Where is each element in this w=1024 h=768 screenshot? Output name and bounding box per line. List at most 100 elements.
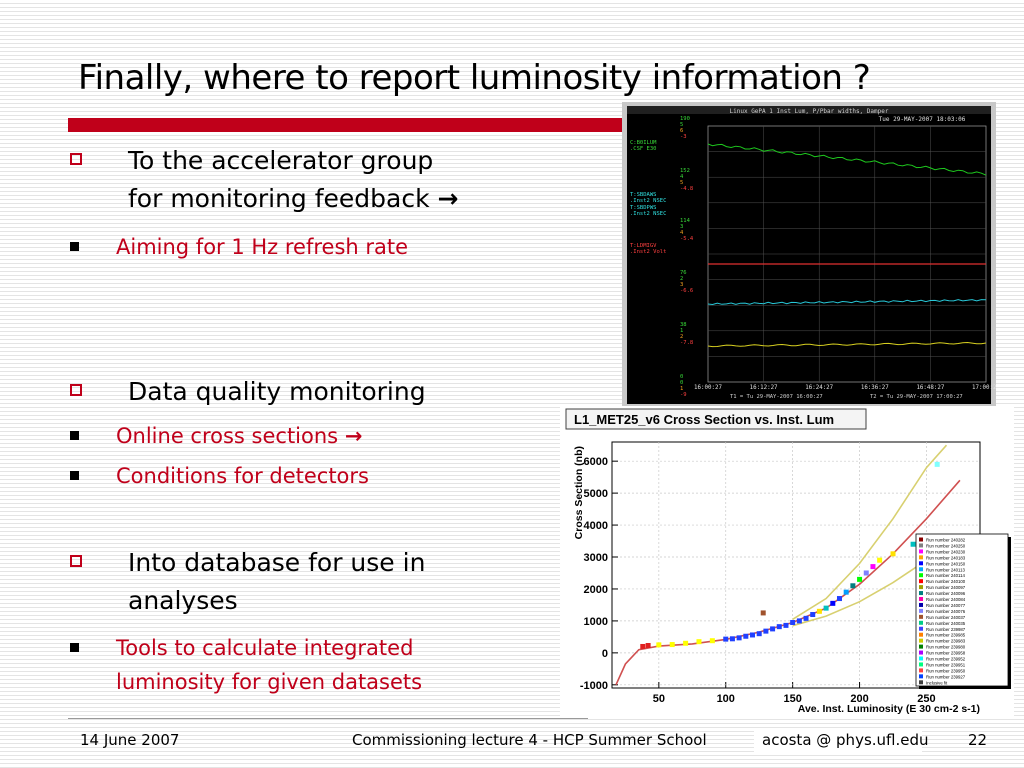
legend-marker [919, 626, 923, 631]
monitor-x-tick-label: 16:48:27 [916, 385, 944, 391]
chart-data-point [870, 564, 876, 570]
bullet-text-line2: for monitoring feedback [128, 184, 430, 213]
chart-data-point [723, 636, 729, 642]
legend-entry: Run number 240183 [926, 555, 966, 560]
chart-data-point [843, 589, 849, 595]
monitor-axis-label: -7.8 [680, 340, 693, 346]
monitor-axis-label: 6 [680, 128, 683, 134]
monitor-axis-label: 3 [680, 282, 683, 288]
monitor-footer-right: T2 = Tu 29-MAY-2007 17:00:27 [870, 394, 963, 400]
legend-marker [919, 579, 923, 584]
monitor-axis-label: -9 [680, 392, 687, 398]
footer-date: 14 June 2007 [80, 731, 180, 749]
legend-marker [919, 573, 923, 578]
legend-box [915, 533, 1009, 687]
legend-marker [919, 650, 923, 655]
monitor-axis-label: C:B0ILUM [630, 140, 657, 146]
legend-entry: Run number 240076 [926, 609, 966, 614]
legend-entry: Run number 239980 [926, 645, 966, 650]
monitor-axis-label: 1 [680, 328, 683, 334]
monitor-axis-label: T:LDMIGV [630, 243, 657, 249]
legend-entry: Run number 240150 [926, 561, 966, 566]
chart-title-box [565, 408, 867, 430]
monitor-x-tick-label: 16:12:27 [750, 385, 778, 391]
chart-data-point [750, 632, 756, 638]
subbullet-text: Aiming for 1 Hz refresh rate [116, 235, 409, 259]
legend-marker [919, 644, 923, 649]
monitor-axis-label: -4.8 [680, 186, 693, 192]
chart-data-point [736, 635, 742, 641]
monitor-x-tick-label: 16:00:27 [694, 385, 722, 391]
legend-marker [919, 567, 923, 572]
legend-marker [919, 561, 923, 566]
monitor-axis-label: 4 [680, 174, 684, 180]
chart-y-tick-label: 1000 [584, 616, 608, 628]
chart-y-axis-label: Cross Section (nb) [573, 446, 585, 539]
chart-title: L1_MET25_v6 Cross Section vs. Inst. Lum [574, 412, 834, 427]
chart-x-tick-label: 100 [717, 693, 735, 705]
legend-marker [919, 591, 923, 596]
legend-marker [919, 537, 923, 542]
cross-section-chart: L1_MET25_v6 Cross Section vs. Inst. Lum 5… [560, 406, 1014, 718]
monitor-axis-label: .Inst2 NSEC [630, 198, 666, 204]
legend-entry: Run number 239950 [926, 668, 966, 673]
chart-y-tick-label: 4000 [584, 520, 608, 532]
legend-marker [919, 555, 923, 560]
legend-entry: Run number 239983 [926, 639, 966, 644]
monitor-axis-label: 2 [680, 334, 683, 340]
legend-marker [919, 543, 923, 548]
chart-data-point [890, 551, 896, 557]
chart-x-axis-label: Ave. Inst. Luminosity (E 30 cm-2 s-1) [798, 703, 980, 715]
monitor-plot: Linux GePA 1 Inst Lum, P/Pbar widths, Da… [627, 106, 996, 400]
right-arrow-icon: → [437, 184, 459, 213]
monitor-axis-label: 5 [680, 122, 683, 128]
chart-y-tick-label: 2000 [584, 584, 608, 596]
chart-y-tick-label: 6000 [584, 456, 608, 468]
monitor-axis-label: T:SBDPWS [630, 205, 657, 211]
legend-entry: Run number 240037 [926, 615, 966, 620]
chart-data-point [857, 576, 863, 582]
footer-email-box [754, 731, 922, 753]
chart-data-point [910, 541, 916, 547]
legend-entry: Run number 240230 [926, 549, 966, 554]
chart-data-point [790, 620, 796, 626]
legend-entry: Run number 239952 [926, 657, 966, 662]
monitor-axis-label: .CSF E30 [630, 146, 657, 152]
chart-y-tick-label: 3000 [584, 552, 608, 564]
chart-data-point [836, 596, 842, 602]
subbullet-text-line2: luminosity for given datasets [116, 670, 423, 694]
legend-marker [919, 608, 923, 613]
chart-data-point [823, 605, 829, 611]
footer-center: Commissioning lecture 4 - HCP Summer Sch… [352, 731, 707, 749]
chart-data-point [934, 461, 940, 467]
chart-x-tick-label: 250 [917, 693, 935, 705]
monitor-axis-label: 76 [680, 270, 687, 276]
monitor-axis-label: 0 [680, 374, 683, 380]
legend-marker [919, 668, 923, 673]
monitor-axis-label: 4 [680, 230, 684, 236]
chart-data-point [863, 570, 869, 576]
monitor-axis-label: 5 [680, 180, 683, 186]
chart-y-tick-label: -1000 [580, 680, 608, 692]
monitor-axis-label: 3 [680, 224, 683, 230]
chart-x-tick-label: 200 [850, 693, 868, 705]
legend-entry: Run number 239958 [926, 651, 966, 656]
monitor-header-bar [627, 106, 991, 114]
legend-entry: Run number 240035 [926, 621, 966, 626]
chart-data-point [850, 583, 856, 589]
legend-entry: Run number 240114 [926, 573, 965, 578]
chart-data-point [760, 610, 766, 616]
legend-entry: Inclusive fit [926, 680, 948, 685]
chart-data-point [783, 622, 789, 628]
monitor-axis-label: 190 [680, 116, 690, 122]
monitor-axis-label: .Inst2 NSEC [630, 211, 666, 217]
accelerator-monitor-panel: Linux GePA 1 Inst Lum, P/Pbar widths, Da… [622, 102, 996, 408]
monitor-axis-label: 38 [680, 322, 687, 328]
square-bullet-icon [70, 643, 79, 652]
chart-data-point [763, 628, 769, 634]
chart-x-tick-label: 50 [653, 693, 665, 705]
legend-entry: Run number 240282 [926, 538, 966, 543]
legend-marker [919, 549, 923, 554]
monitor-timestamp: Tue 29-MAY-2007 18:03:06 [879, 116, 966, 123]
cross-section-plot: L1_MET25_v6 Cross Section vs. Inst. Lum 5… [565, 408, 1011, 715]
